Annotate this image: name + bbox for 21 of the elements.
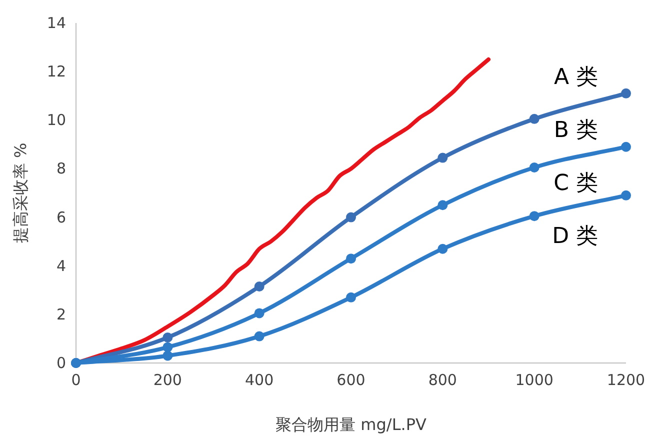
y-tick-label: 4 [56,256,66,275]
y-tick-label: 10 [46,111,66,130]
y-tick-label: 12 [46,62,66,81]
annotation: A 类 [554,65,598,90]
y-tick-label: 8 [56,160,66,178]
x-tick-label: 0 [71,371,81,389]
x-tick-label: 1200 [606,371,646,389]
x-tick-label: 800 [428,371,457,389]
y-tick-label: 2 [56,305,66,324]
y-tick-label: 6 [56,208,66,226]
x-tick-label: 1000 [515,371,554,389]
x-tick-label: 200 [153,371,182,389]
x-tick-label: 600 [336,371,366,389]
x-tick-label: 400 [245,371,274,389]
y-axis-title: 提高采收率 % [11,142,30,244]
annotation: B 类 [554,118,598,143]
x-axis-title: 聚合物用量 mg/L.PV [276,415,426,434]
annotation: D 类 [552,224,598,249]
y-tick-label: 14 [46,14,66,32]
y-tick-label: 0 [56,354,66,372]
annotation: C 类 [554,171,598,196]
